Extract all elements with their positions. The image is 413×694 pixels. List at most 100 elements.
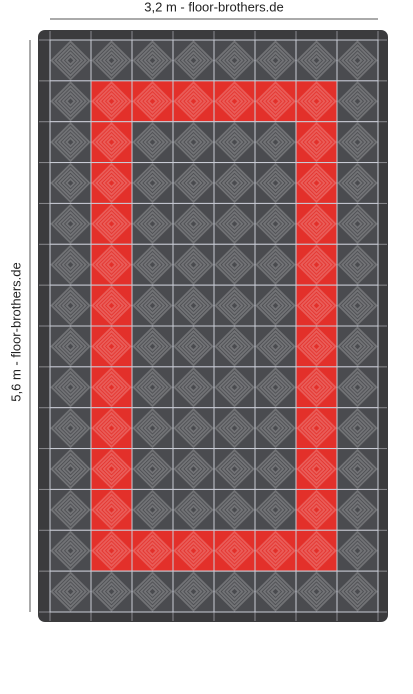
tile xyxy=(336,202,379,245)
tile xyxy=(295,529,338,572)
width-label: 3,2 m - floor-brothers.de xyxy=(144,0,283,14)
tile xyxy=(49,448,92,490)
tile xyxy=(295,488,338,531)
tile xyxy=(172,570,215,613)
tile xyxy=(254,162,297,204)
tile xyxy=(213,243,256,286)
tile xyxy=(131,80,174,123)
tile xyxy=(90,80,133,123)
tile xyxy=(90,121,133,164)
tile xyxy=(254,202,297,245)
tile xyxy=(172,80,215,123)
tile xyxy=(213,488,256,531)
tile xyxy=(172,529,215,572)
tile xyxy=(336,121,379,164)
tile xyxy=(172,202,215,245)
tile xyxy=(213,407,256,450)
tile xyxy=(172,162,215,204)
tile xyxy=(131,202,174,245)
tile xyxy=(131,39,174,82)
tile xyxy=(49,39,92,82)
tile xyxy=(131,448,174,490)
tile xyxy=(49,488,92,531)
tile xyxy=(90,284,133,327)
tile xyxy=(336,448,379,490)
tile xyxy=(131,121,174,164)
tile xyxy=(213,80,256,123)
tile xyxy=(254,529,297,572)
tile xyxy=(131,325,174,368)
tile xyxy=(131,162,174,204)
tile xyxy=(336,407,379,450)
tile xyxy=(49,162,92,204)
tile xyxy=(131,407,174,450)
tile xyxy=(213,39,256,82)
tile xyxy=(131,366,174,409)
tile xyxy=(254,284,297,327)
tile xyxy=(213,448,256,490)
tile xyxy=(131,488,174,531)
tile xyxy=(254,121,297,164)
tile xyxy=(49,243,92,286)
tile xyxy=(213,202,256,245)
tile xyxy=(295,284,338,327)
tile xyxy=(90,570,133,613)
tile xyxy=(336,162,379,204)
tile xyxy=(131,529,174,572)
tile xyxy=(49,202,92,245)
tile xyxy=(131,284,174,327)
tile xyxy=(172,39,215,82)
tile xyxy=(172,448,215,490)
tile xyxy=(131,243,174,286)
tile xyxy=(336,325,379,368)
tile xyxy=(295,121,338,164)
tile xyxy=(295,407,338,450)
tile xyxy=(172,121,215,164)
tile xyxy=(90,366,133,409)
tile xyxy=(172,366,215,409)
tile xyxy=(336,529,379,572)
tile xyxy=(172,488,215,531)
tile xyxy=(295,325,338,368)
tile xyxy=(295,39,338,82)
tile xyxy=(213,570,256,613)
tile xyxy=(90,162,133,204)
tile xyxy=(336,39,379,82)
tile xyxy=(49,529,92,572)
tile xyxy=(49,570,92,613)
tile xyxy=(336,366,379,409)
tile xyxy=(254,243,297,286)
tile xyxy=(213,162,256,204)
tile xyxy=(90,325,133,368)
tile xyxy=(295,570,338,613)
tile xyxy=(336,284,379,327)
tile xyxy=(49,366,92,409)
tile xyxy=(213,121,256,164)
tile xyxy=(336,80,379,123)
tile xyxy=(49,407,92,450)
tile-grid xyxy=(49,39,379,613)
tile xyxy=(254,366,297,409)
tile xyxy=(295,202,338,245)
tile xyxy=(295,448,338,490)
tile xyxy=(336,488,379,531)
tile xyxy=(295,366,338,409)
tile xyxy=(213,529,256,572)
tile xyxy=(172,325,215,368)
tile xyxy=(131,570,174,613)
tile xyxy=(172,243,215,286)
tile xyxy=(90,529,133,572)
tile xyxy=(90,407,133,450)
tile xyxy=(213,325,256,368)
tile xyxy=(336,243,379,286)
tile xyxy=(254,448,297,490)
tile xyxy=(172,407,215,450)
frame-edge-joints xyxy=(39,31,387,621)
tile xyxy=(295,162,338,204)
tile xyxy=(49,80,92,123)
tile xyxy=(254,407,297,450)
tile xyxy=(49,325,92,368)
tile xyxy=(295,80,338,123)
tile xyxy=(49,284,92,327)
